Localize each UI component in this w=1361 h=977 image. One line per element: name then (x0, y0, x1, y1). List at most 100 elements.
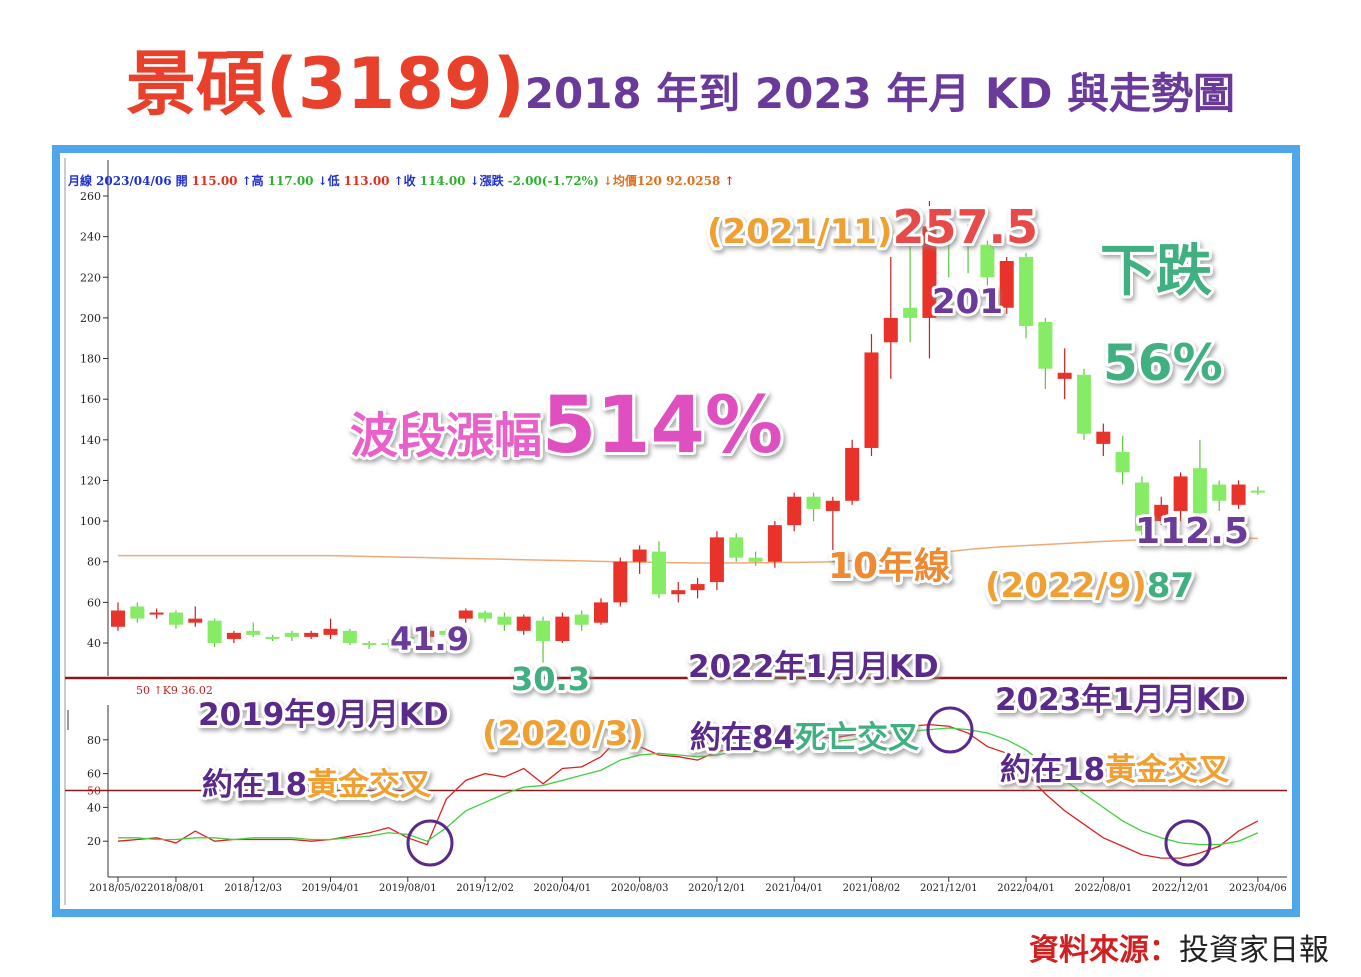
info-item: 月線 (67, 173, 92, 188)
y-tick-label: 60 (87, 596, 101, 609)
candle-body (1173, 476, 1188, 511)
candle-body (1192, 468, 1207, 513)
ma-label: 10年線 (828, 546, 950, 587)
subtitle: 2018 年到 2023 年月 KD 與走勢圖 (524, 69, 1236, 118)
y-tick-label: 260 (80, 190, 101, 203)
annotation: 30.3 (511, 660, 590, 698)
candle-body (613, 561, 628, 603)
annotation-part: 約在84 (690, 720, 795, 756)
candle-body (632, 549, 647, 562)
y-tick-label: 120 (80, 474, 101, 487)
candle-body (729, 537, 744, 558)
candle-body (265, 636, 280, 639)
candle-body (961, 240, 976, 245)
annotation-part: 201 (932, 282, 1003, 322)
annotation-part: 約在18 (1000, 752, 1105, 788)
x-tick-label: 2019/04/01 (302, 883, 360, 894)
annotation: 約在18黃金交叉 (202, 767, 431, 803)
candle-body (188, 618, 203, 623)
y-tick-label: 100 (80, 515, 101, 528)
candle-body (1231, 484, 1246, 505)
candle-body (709, 537, 724, 583)
x-tick-label: 2023/04/06 (1229, 883, 1287, 894)
info-item: 2023/04/06 (96, 174, 172, 188)
candle-body (362, 643, 377, 646)
annotation-part: 死亡交叉 (795, 720, 919, 756)
annotation: 112.5 (1135, 511, 1249, 552)
annotation-part: 波段漲幅 (350, 408, 542, 464)
candle-body (304, 632, 319, 637)
annotation-part: (2021/11) (707, 212, 892, 252)
info-item: ↓低 (318, 173, 340, 188)
info-item: ↑收 (394, 173, 416, 188)
annotation-part: (2022/9) (985, 566, 1147, 606)
ma-line (118, 537, 1258, 564)
x-tick-label: 2021/12/01 (920, 883, 978, 894)
info-item: 開 (176, 174, 188, 188)
info-item: ↓漲跌 (470, 173, 505, 188)
annotation-part: (2020/3) (482, 714, 644, 754)
kd-line (117, 723, 1259, 859)
candle-body (574, 614, 589, 625)
annotation-part: 2019年9月月KD (198, 697, 449, 733)
annotation: 2023年1月月KD (995, 682, 1246, 718)
candle-body (594, 602, 608, 623)
candle-body (1250, 490, 1265, 493)
annotation: 56% (1103, 334, 1223, 392)
candle-body (246, 630, 261, 635)
candle-body (651, 551, 666, 595)
candle-body (149, 612, 164, 615)
annotation: 約在18黃金交叉 (1000, 752, 1229, 788)
annotation: (2022/9)87 (985, 566, 1194, 606)
y-tick-label: 40 (87, 801, 101, 814)
candle-body (1057, 372, 1072, 379)
annotation-part: 30.3 (511, 660, 590, 698)
candle-body (1134, 482, 1149, 532)
x-tick-label: 2022/08/01 (1074, 883, 1132, 894)
source-label: 資料來源： (1029, 933, 1179, 968)
annotation-part: 黃金交叉 (1105, 752, 1229, 788)
frame (52, 145, 1300, 917)
y-tick-label: 240 (80, 231, 101, 244)
annotation-part: 112.5 (1135, 511, 1249, 552)
candle-body (478, 612, 493, 619)
x-tick-label: 2018/12/03 (224, 883, 282, 894)
annotation-part: 514% (542, 381, 783, 471)
candle-body (130, 606, 145, 619)
annotation-part: 2022年1月月KD (688, 649, 939, 685)
annotations: (2021/11)257.5 波段漲幅514% 下跌 56% 201 112.5 (2022… (195, 197, 1252, 806)
candle-body (323, 628, 338, 635)
x-tick-label: 2019/08/01 (379, 883, 437, 894)
candle-body (420, 630, 435, 637)
x-tick-label: 2020/08/03 (611, 883, 669, 894)
candle-body (381, 643, 396, 646)
candle-body (1077, 374, 1091, 434)
y-tick-label: 220 (80, 271, 101, 284)
annotation: 2022年1月月KD (688, 649, 939, 685)
x-tick-label: 2022/04/01 (997, 883, 1055, 894)
info-item: 114.00 (420, 174, 466, 188)
candle-body (1115, 452, 1130, 473)
info-item: 115.00 (192, 174, 238, 188)
source-name: 投資家日報 (1179, 933, 1329, 968)
candle-body (980, 244, 995, 278)
info-item: ↑高 (242, 173, 264, 188)
kd-line (118, 727, 1259, 846)
candle-body (1154, 504, 1169, 522)
annotation-part: 41.9 (390, 620, 469, 658)
info-item: ↑ (724, 174, 734, 188)
annotation-part: 約在18 (202, 767, 307, 803)
candle-body (690, 584, 705, 591)
candle-body (883, 317, 898, 343)
candle-body (284, 632, 299, 637)
candle-body (1096, 431, 1111, 444)
candle-body (941, 228, 956, 241)
header: 景碩(3189)2018 年到 2023 年月 KD 與走勢圖 (0, 28, 1361, 129)
annotation-part: 黃金交叉 (307, 767, 431, 803)
x-tick-label: 2020/04/01 (534, 883, 592, 894)
candle-body (903, 307, 918, 318)
cross-circle (406, 819, 454, 867)
annotation: (2020/3) (482, 714, 644, 754)
